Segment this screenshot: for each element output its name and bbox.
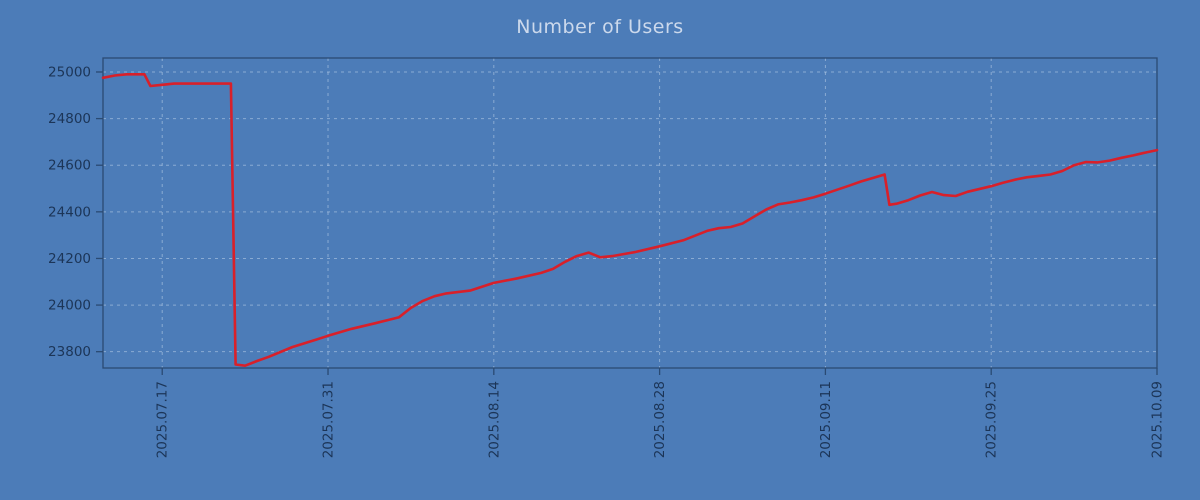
svg-text:2025.10.09: 2025.10.09 xyxy=(1150,381,1166,458)
chart-title: Number of Users xyxy=(516,16,684,38)
svg-text:24400: 24400 xyxy=(48,204,91,220)
svg-text:24000: 24000 xyxy=(48,298,91,314)
svg-text:25000: 25000 xyxy=(48,64,91,80)
svg-text:2025.09.11: 2025.09.11 xyxy=(818,381,834,458)
svg-text:24200: 24200 xyxy=(48,251,91,267)
svg-text:2025.07.31: 2025.07.31 xyxy=(321,381,337,458)
svg-text:2025.08.14: 2025.08.14 xyxy=(486,381,502,458)
svg-text:2025.07.17: 2025.07.17 xyxy=(155,381,171,458)
svg-text:2025.09.25: 2025.09.25 xyxy=(984,381,1000,458)
svg-text:24600: 24600 xyxy=(48,158,91,174)
svg-text:23800: 23800 xyxy=(48,344,91,360)
svg-text:24800: 24800 xyxy=(48,111,91,127)
svg-text:2025.08.28: 2025.08.28 xyxy=(652,381,668,458)
